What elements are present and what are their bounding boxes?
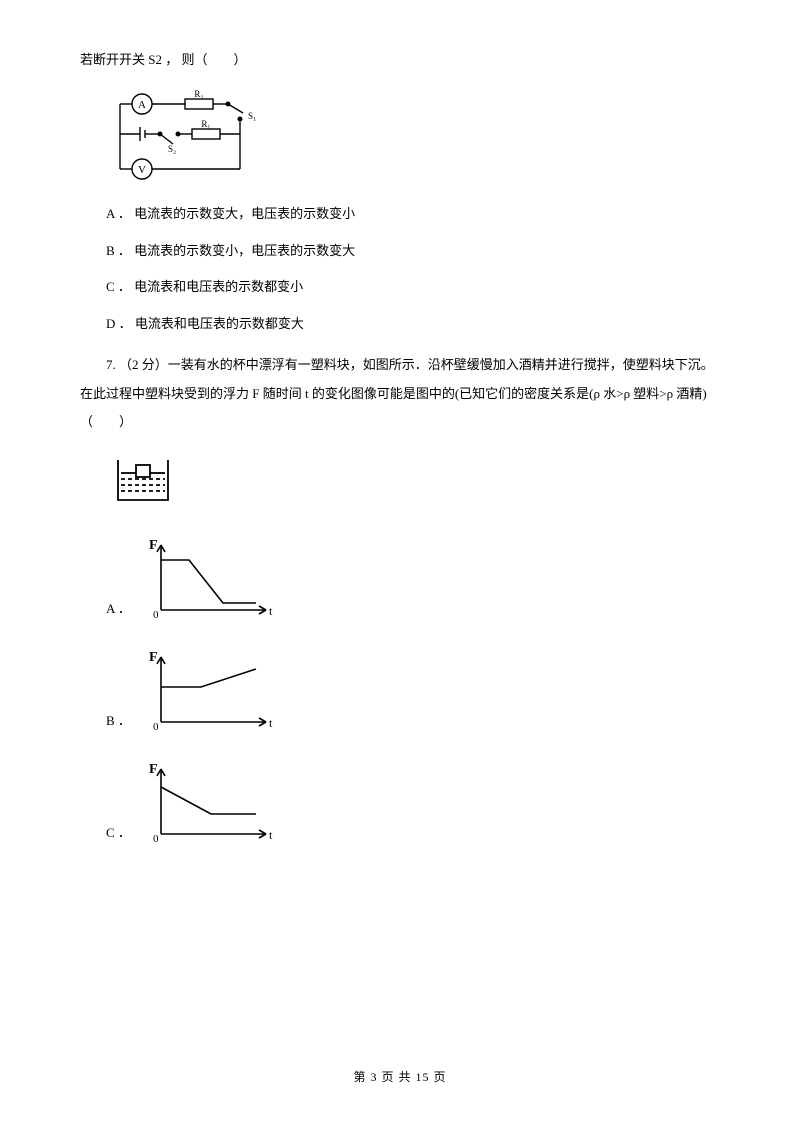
q6-option-d: D ． 电流表和电压表的示数都变大 xyxy=(80,314,720,335)
voltmeter-label: V xyxy=(138,164,146,176)
graph-a: F t 0 xyxy=(141,535,281,625)
cup-figure xyxy=(110,455,720,510)
q7-option-b-label: B ． xyxy=(80,711,131,737)
graph-c: F t 0 xyxy=(141,759,281,849)
q7-text-line3: （ ） xyxy=(80,414,132,429)
q6-option-a: A ． 电流表的示数变大，电压表的示数变小 xyxy=(80,204,720,225)
q7-text-line1: 7. （2 分）一装有水的杯中漂浮有一塑料块，如图所示．沿杯壁缓慢加入酒精并进行… xyxy=(80,351,714,380)
q6-option-c: C ． 电流表和电压表的示数都变小 xyxy=(80,277,720,298)
r2-label: R₂ xyxy=(194,89,203,99)
s1-label: S₁ xyxy=(248,111,256,121)
q7-option-c-label: C ． xyxy=(80,823,131,849)
q7-text-line2: 在此过程中塑料块受到的浮力 F 随时间 t 的变化图像可能是图中的(已知它们的密… xyxy=(80,386,707,401)
ammeter-label: A xyxy=(138,99,146,111)
graph-a-origin: 0 xyxy=(153,609,159,621)
page-footer: 第 3 页 共 15 页 xyxy=(0,1068,800,1087)
graph-b-t: t xyxy=(269,716,273,730)
graph-c-f: F xyxy=(149,762,158,777)
q7-option-a-label: A ． xyxy=(80,599,131,625)
graph-b-f: F xyxy=(149,650,158,665)
graph-c-origin: 0 xyxy=(153,833,159,845)
graph-b: F t 0 xyxy=(141,647,281,737)
graph-c-t: t xyxy=(269,828,273,842)
q7-text: 7. （2 分）一装有水的杯中漂浮有一塑料块，如图所示．沿杯壁缓慢加入酒精并进行… xyxy=(80,351,720,437)
graph-a-f: F xyxy=(149,538,158,553)
r1-label: R₁ xyxy=(201,119,210,129)
graph-a-t: t xyxy=(269,604,273,618)
q6-intro: 若断开开关 S2 ， 则（ ） xyxy=(80,50,720,71)
s2-label: S₂ xyxy=(168,144,176,154)
circuit-figure: A R₂ S₁ xyxy=(110,89,720,184)
q6-option-b: B ． 电流表的示数变小，电压表的示数变大 xyxy=(80,241,720,262)
graph-b-origin: 0 xyxy=(153,721,159,733)
